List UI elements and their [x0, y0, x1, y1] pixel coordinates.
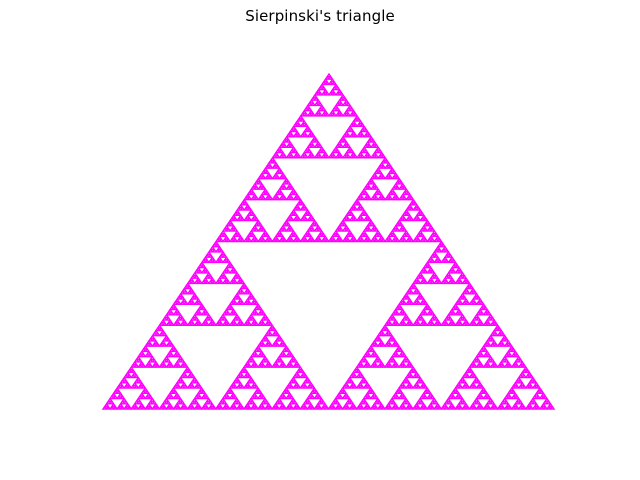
sierpinski-triangles — [101, 72, 556, 410]
figure-title: Sierpinski's triangle — [245, 7, 395, 25]
sierpinski-triangle-lines — [101, 72, 556, 410]
